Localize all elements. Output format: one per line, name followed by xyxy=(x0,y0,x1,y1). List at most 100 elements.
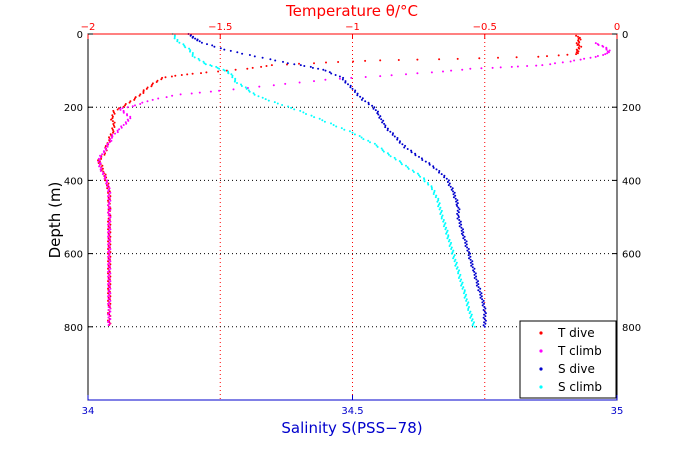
data-point xyxy=(293,108,296,111)
data-point xyxy=(465,299,468,302)
data-point xyxy=(483,313,486,316)
data-point xyxy=(348,130,351,133)
data-point xyxy=(109,287,112,290)
data-point xyxy=(387,153,390,156)
data-point xyxy=(299,64,302,67)
data-point xyxy=(108,284,111,287)
data-point xyxy=(578,44,581,47)
data-point xyxy=(449,243,452,246)
data-point xyxy=(240,85,243,87)
data-point xyxy=(287,105,290,108)
data-point xyxy=(126,113,128,116)
data-point xyxy=(386,129,389,132)
data-point xyxy=(258,85,261,88)
data-point xyxy=(354,89,357,92)
data-point xyxy=(108,232,111,235)
data-point xyxy=(108,304,111,307)
data-point xyxy=(462,231,465,234)
data-point xyxy=(379,75,382,78)
data-point xyxy=(293,63,296,66)
data-point xyxy=(446,181,449,183)
y-tick-label-right: 600 xyxy=(622,250,641,261)
data-point xyxy=(362,138,365,141)
data-point xyxy=(435,168,438,171)
data-point xyxy=(98,159,101,162)
data-point xyxy=(298,81,301,84)
data-point xyxy=(464,245,467,247)
data-point xyxy=(274,59,277,62)
data-point xyxy=(460,283,463,286)
data-point xyxy=(108,273,111,276)
data-point xyxy=(344,81,347,84)
data-point xyxy=(160,78,163,81)
data-point xyxy=(445,177,448,180)
data-point xyxy=(448,245,451,247)
data-point xyxy=(399,161,402,164)
data-point xyxy=(108,293,111,296)
legend-box xyxy=(519,320,617,399)
series-s-climb xyxy=(171,33,476,328)
data-point xyxy=(108,296,111,299)
data-point xyxy=(351,131,354,134)
data-point xyxy=(107,313,109,316)
data-point xyxy=(108,245,111,247)
data-point xyxy=(405,164,407,167)
data-point xyxy=(578,47,581,50)
data-point xyxy=(386,127,389,130)
data-point xyxy=(481,301,484,304)
data-point xyxy=(473,267,476,270)
data-point xyxy=(461,281,464,284)
data-point xyxy=(99,156,102,159)
data-point xyxy=(107,214,110,217)
data-point xyxy=(100,166,103,169)
data-point xyxy=(479,293,482,296)
data-point xyxy=(482,324,485,327)
data-point xyxy=(270,64,273,67)
data-point xyxy=(108,201,111,204)
data-point xyxy=(261,56,264,59)
data-point xyxy=(442,219,445,221)
data-point xyxy=(180,74,183,76)
data-point xyxy=(107,198,110,201)
data-point xyxy=(424,160,427,163)
data-point xyxy=(107,207,110,210)
data-point xyxy=(510,65,513,68)
data-point xyxy=(412,171,415,173)
data-point xyxy=(468,312,471,315)
data-point xyxy=(107,188,110,191)
data-point xyxy=(566,53,569,56)
data-point xyxy=(356,94,359,97)
data-point xyxy=(107,316,110,319)
data-point xyxy=(111,117,114,120)
data-point xyxy=(107,234,110,237)
data-point xyxy=(253,93,256,96)
data-point xyxy=(139,103,142,105)
data-point xyxy=(107,302,109,305)
data-point xyxy=(453,191,456,194)
data-point xyxy=(596,55,599,57)
x2-tick-label: −0.5 xyxy=(473,22,497,33)
data-point xyxy=(463,235,466,238)
x2-tick-label: −2 xyxy=(81,22,96,33)
data-point xyxy=(375,144,378,147)
data-point xyxy=(109,263,112,266)
data-point xyxy=(405,73,407,76)
data-point xyxy=(108,269,111,272)
data-point xyxy=(108,289,111,292)
data-point xyxy=(232,88,235,91)
data-point xyxy=(452,255,455,258)
legend-marker-t-dive xyxy=(539,331,543,335)
data-point xyxy=(438,58,441,61)
data-point xyxy=(205,71,208,74)
data-point xyxy=(109,260,112,263)
data-point xyxy=(406,148,409,150)
data-point xyxy=(471,324,474,327)
data-point xyxy=(353,91,356,93)
data-point xyxy=(108,202,111,205)
data-point xyxy=(337,61,340,63)
data-point xyxy=(230,73,233,76)
data-point xyxy=(416,172,419,175)
data-point xyxy=(165,96,168,99)
data-point xyxy=(104,179,107,182)
